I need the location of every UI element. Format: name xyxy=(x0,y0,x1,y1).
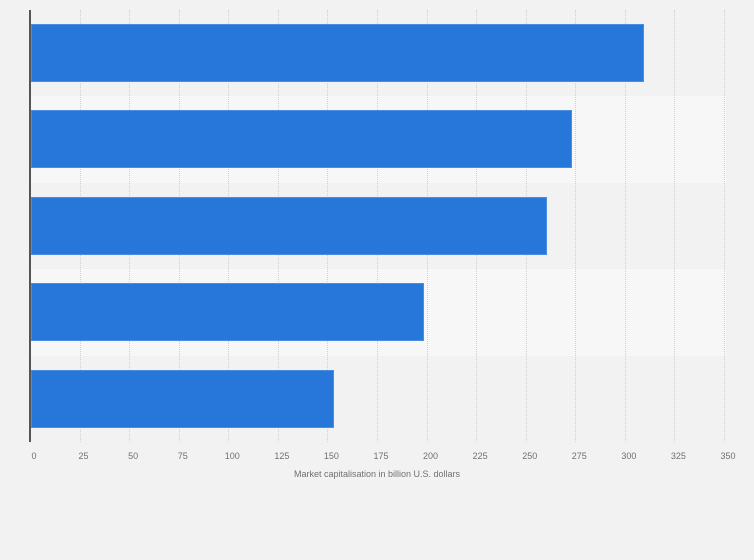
x-tick-label: 150 xyxy=(323,451,339,461)
grid-line xyxy=(575,10,577,442)
x-tick-label: 350 xyxy=(720,451,736,461)
x-tick-label: 50 xyxy=(128,451,139,461)
plot-area xyxy=(30,10,726,442)
grid-line xyxy=(624,10,626,442)
x-tick-label: 25 xyxy=(78,451,89,461)
bar[interactable] xyxy=(31,369,335,428)
x-tick-label: 100 xyxy=(224,451,240,461)
x-tick-label: 250 xyxy=(522,451,538,461)
x-tick-label: 325 xyxy=(670,451,686,461)
bar[interactable] xyxy=(31,110,573,169)
y-axis-line xyxy=(29,10,31,442)
x-tick-label: 75 xyxy=(177,451,188,461)
bar[interactable] xyxy=(31,196,547,255)
grid-line xyxy=(724,10,725,442)
x-tick-label: 125 xyxy=(274,451,290,461)
x-tick-label: 200 xyxy=(423,451,439,461)
x-tick-label: 275 xyxy=(571,451,587,461)
x-tick-label: 225 xyxy=(472,451,488,461)
x-axis-label: Market capitalisation in billion U.S. do… xyxy=(293,469,461,479)
bar[interactable] xyxy=(31,283,424,342)
grid-line xyxy=(674,10,676,442)
x-tick-label: 0 xyxy=(31,451,37,461)
bar[interactable] xyxy=(31,24,644,82)
x-tick-label: 175 xyxy=(373,451,389,461)
x-tick-label: 300 xyxy=(621,451,637,461)
